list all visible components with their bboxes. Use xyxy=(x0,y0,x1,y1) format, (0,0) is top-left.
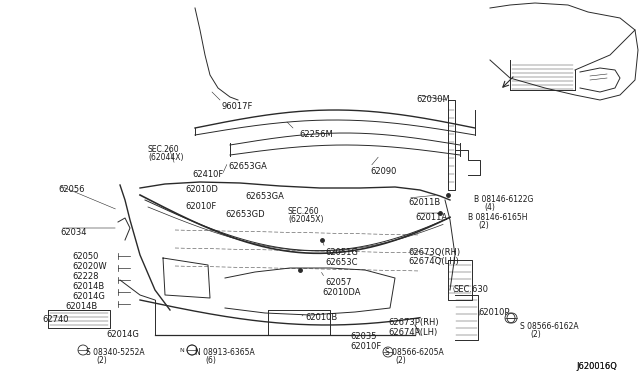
Text: 62056: 62056 xyxy=(58,185,84,194)
Text: N: N xyxy=(179,347,184,353)
Text: 62653C: 62653C xyxy=(325,258,358,267)
Text: (2): (2) xyxy=(478,221,489,230)
Text: J620016Q: J620016Q xyxy=(576,362,617,371)
Text: 62673Q(RH): 62673Q(RH) xyxy=(408,248,460,257)
Text: 62228: 62228 xyxy=(72,272,99,281)
Text: 62020W: 62020W xyxy=(72,262,107,271)
Text: B 08146-6122G: B 08146-6122G xyxy=(474,195,533,204)
Text: 62011B: 62011B xyxy=(408,198,440,207)
Text: 62090: 62090 xyxy=(370,167,396,176)
Text: J620016Q: J620016Q xyxy=(576,362,617,371)
Text: 62653GD: 62653GD xyxy=(225,210,264,219)
Text: 62014B: 62014B xyxy=(65,302,97,311)
Text: 62674P(LH): 62674P(LH) xyxy=(388,328,437,337)
Text: 62410F: 62410F xyxy=(192,170,223,179)
Text: (4): (4) xyxy=(484,203,495,212)
Text: 62057: 62057 xyxy=(325,278,351,287)
Text: 62673P(RH): 62673P(RH) xyxy=(388,318,438,327)
Text: 62010B: 62010B xyxy=(305,313,337,322)
Text: SEC.630: SEC.630 xyxy=(453,285,488,294)
Text: SEC.260: SEC.260 xyxy=(148,145,180,154)
Text: S 08566-6162A: S 08566-6162A xyxy=(520,322,579,331)
Text: S 08566-6205A: S 08566-6205A xyxy=(385,348,444,357)
Text: 62010P: 62010P xyxy=(478,308,509,317)
Text: 62256M: 62256M xyxy=(299,130,333,139)
Text: 62011A: 62011A xyxy=(415,213,447,222)
Text: 62034: 62034 xyxy=(60,228,86,237)
Text: 62674Q(LH): 62674Q(LH) xyxy=(408,257,459,266)
Text: B 08146-6165H: B 08146-6165H xyxy=(468,213,527,222)
Text: 62740: 62740 xyxy=(42,315,68,324)
Text: (2): (2) xyxy=(395,356,406,365)
Text: 62050: 62050 xyxy=(72,252,99,261)
Text: 62010F: 62010F xyxy=(185,202,216,211)
Text: 62030M: 62030M xyxy=(416,95,450,104)
Text: 62653GA: 62653GA xyxy=(228,162,267,171)
Text: 62014B: 62014B xyxy=(72,282,104,291)
Text: 62653GA: 62653GA xyxy=(245,192,284,201)
Text: 62010F: 62010F xyxy=(350,342,381,351)
Text: (6): (6) xyxy=(205,356,216,365)
Text: 62010D: 62010D xyxy=(185,185,218,194)
Text: 62035: 62035 xyxy=(350,332,376,341)
Text: 96017F: 96017F xyxy=(222,102,253,111)
Text: 62014G: 62014G xyxy=(106,330,139,339)
Text: (2): (2) xyxy=(530,330,541,339)
Text: N 08913-6365A: N 08913-6365A xyxy=(195,348,255,357)
Text: 62010DA: 62010DA xyxy=(322,288,360,297)
Text: 62051G: 62051G xyxy=(325,248,358,257)
Text: (62044X): (62044X) xyxy=(148,153,184,162)
Text: (62045X): (62045X) xyxy=(288,215,323,224)
Text: 62014G: 62014G xyxy=(72,292,105,301)
Text: SEC.260: SEC.260 xyxy=(288,207,319,216)
Text: (2): (2) xyxy=(96,356,107,365)
Text: S 08340-5252A: S 08340-5252A xyxy=(86,348,145,357)
